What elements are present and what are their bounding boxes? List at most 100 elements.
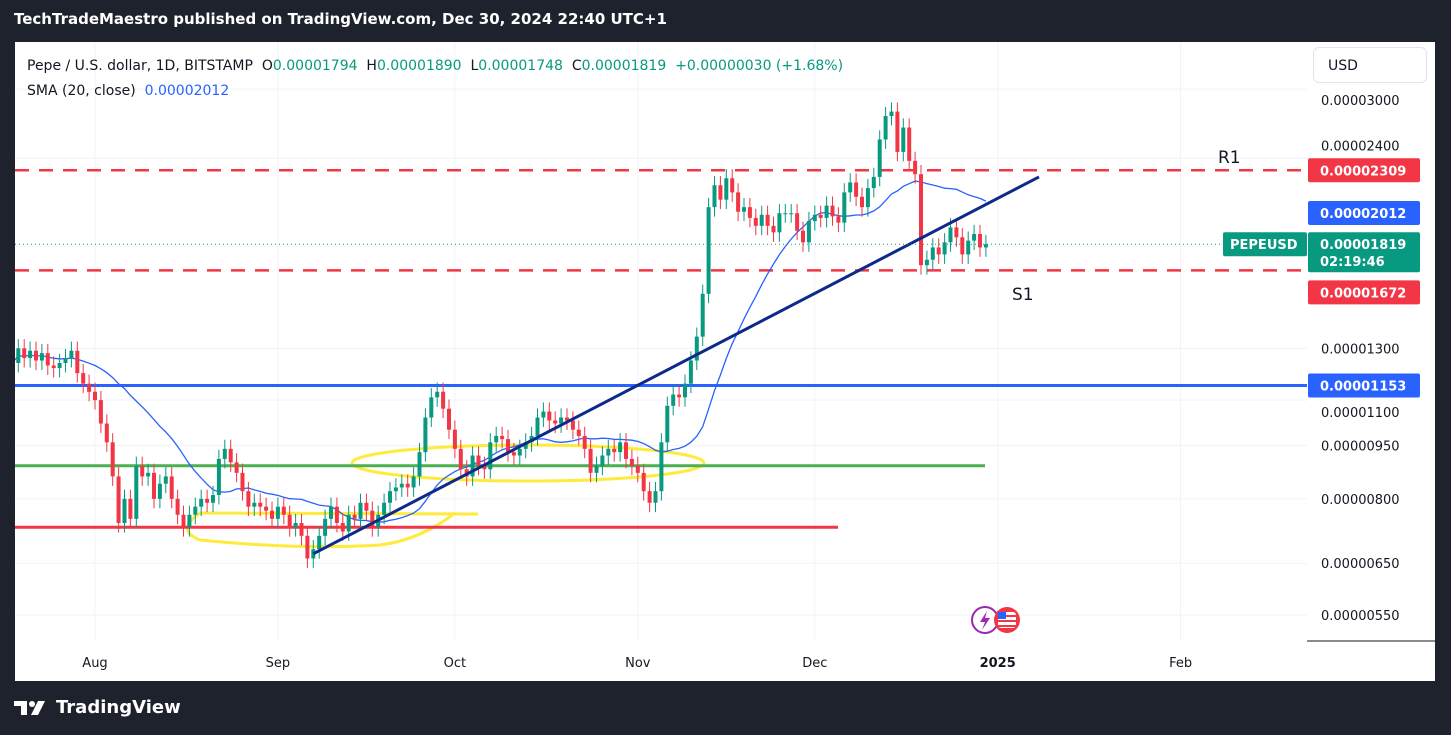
- symbol-tag-bg: [1223, 232, 1307, 257]
- countdown-tag: 02:19:46: [1320, 255, 1385, 270]
- candle-body: [211, 494, 215, 503]
- candle-body: [34, 350, 38, 361]
- sma-value: 0.00002012: [144, 83, 230, 99]
- candle-body: [476, 455, 481, 466]
- candle-body: [747, 207, 752, 218]
- candle-body: [930, 247, 935, 260]
- candle-body: [919, 174, 923, 266]
- candle-body: [152, 472, 156, 499]
- candle-body: [535, 417, 540, 436]
- candle-body: [865, 188, 870, 208]
- x-tick-label: Feb: [1169, 656, 1192, 671]
- candle-body: [712, 185, 717, 208]
- candle-body: [470, 455, 475, 477]
- candle-body: [393, 487, 398, 492]
- candle-body: [576, 429, 581, 436]
- candle-body: [452, 429, 457, 449]
- candle-body: [441, 391, 446, 409]
- candle-body: [842, 192, 847, 223]
- candle-body: [694, 336, 699, 361]
- y-tick-label: 0.00000950: [1321, 440, 1400, 455]
- sma-line: [15, 180, 987, 523]
- r1-price-tag-bg: [1308, 158, 1420, 183]
- close-value: 0.00001819: [581, 58, 667, 74]
- candle-body: [612, 448, 617, 453]
- candle-body: [500, 435, 505, 440]
- candle-body: [600, 455, 605, 466]
- candle-body: [653, 491, 658, 503]
- candle-body: [983, 244, 988, 248]
- candle-body: [281, 506, 286, 515]
- candle-body: [157, 483, 162, 499]
- candle-body: [895, 111, 900, 152]
- candle-body: [334, 506, 339, 524]
- open-value: 0.00001794: [272, 58, 358, 74]
- candle-body: [405, 483, 410, 488]
- candle-body: [511, 452, 516, 456]
- candle-body: [435, 391, 440, 398]
- r1-price-tag: 0.00002309: [1320, 164, 1406, 179]
- x-tick-label: Dec: [802, 656, 827, 671]
- trendline: [312, 175, 1040, 556]
- candle-body: [742, 207, 746, 212]
- candle-body: [883, 116, 888, 140]
- x-tick-label: Nov: [625, 656, 651, 671]
- candle-body: [104, 423, 109, 443]
- candle-body: [110, 442, 115, 477]
- candle-body: [588, 448, 593, 473]
- tradingview-logo[interactable]: TradingView: [14, 697, 181, 718]
- candle-body: [582, 435, 587, 449]
- open-label: O: [261, 58, 273, 74]
- highlight-ellipse: [350, 443, 706, 483]
- candle-body: [411, 476, 416, 488]
- candle-body: [724, 178, 729, 200]
- candle-body: [565, 417, 569, 421]
- flag-canton: [998, 612, 1006, 619]
- candle-body: [860, 196, 864, 208]
- candle-body: [382, 502, 387, 515]
- candle-body: [305, 535, 310, 559]
- candle-body: [187, 514, 192, 528]
- x-tick-label: 2025: [980, 656, 1016, 671]
- candle-body: [889, 111, 894, 117]
- flag-stripe: [998, 625, 1016, 627]
- candle-body: [942, 242, 947, 255]
- candle-body: [936, 247, 941, 255]
- candle-body: [806, 221, 811, 243]
- blue-level-price-tag-bg: [1308, 373, 1420, 398]
- brand-name: TradingView: [56, 697, 181, 718]
- candle-body: [795, 213, 800, 231]
- y-tick-label: 0.00003000: [1321, 94, 1400, 109]
- candle-body: [523, 442, 528, 449]
- candle-body: [830, 205, 835, 217]
- last-price-tag: 0.00001819: [1320, 238, 1406, 253]
- candle-body: [978, 233, 982, 248]
- currency-button[interactable]: USD: [1313, 47, 1427, 83]
- candle-body: [818, 214, 823, 218]
- candle-body: [28, 350, 33, 359]
- candle-body: [10, 360, 14, 363]
- candle-body: [547, 411, 552, 421]
- candle-body: [718, 185, 723, 200]
- plot-area: [10, 42, 1307, 641]
- candle-body: [45, 353, 50, 366]
- candle-body: [801, 230, 805, 243]
- candle-body: [299, 523, 304, 536]
- flag-stripe: [998, 620, 1016, 622]
- candle-body: [559, 417, 564, 424]
- s1-label: S1: [1012, 285, 1034, 305]
- candle-body: [553, 420, 558, 424]
- x-tick-label: Oct: [444, 656, 466, 671]
- candle-body: [447, 408, 451, 430]
- highlight-ellipse: [186, 511, 479, 549]
- candle-body: [258, 502, 263, 507]
- sma-price-tag-bg: [1308, 200, 1420, 225]
- sma-price-tag: 0.00002012: [1320, 207, 1406, 222]
- candle-body: [824, 205, 829, 218]
- candle-body: [205, 498, 210, 503]
- candle-body: [240, 472, 245, 492]
- candle-body: [16, 348, 21, 363]
- candle-body: [358, 502, 363, 519]
- candle-body: [700, 293, 705, 337]
